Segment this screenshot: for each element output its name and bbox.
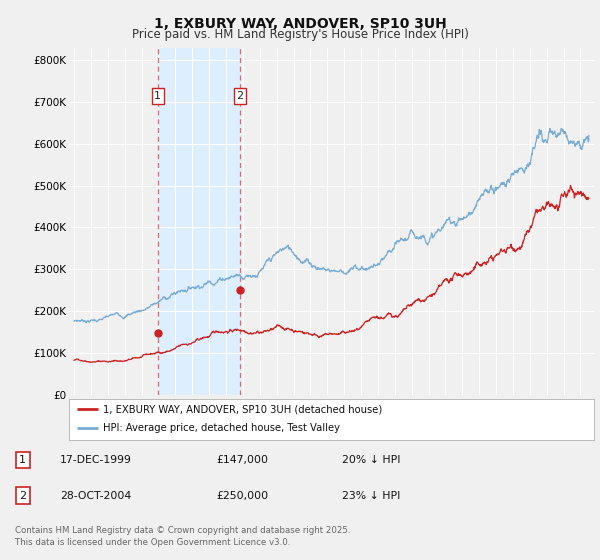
Text: 2: 2 [19,491,26,501]
Text: Contains HM Land Registry data © Crown copyright and database right 2025.
This d: Contains HM Land Registry data © Crown c… [15,526,350,547]
Text: Price paid vs. HM Land Registry's House Price Index (HPI): Price paid vs. HM Land Registry's House … [131,28,469,41]
Text: 2: 2 [236,91,244,101]
Text: 23% ↓ HPI: 23% ↓ HPI [342,491,400,501]
Text: HPI: Average price, detached house, Test Valley: HPI: Average price, detached house, Test… [103,423,340,433]
Text: 28-OCT-2004: 28-OCT-2004 [60,491,131,501]
Text: 1, EXBURY WAY, ANDOVER, SP10 3UH (detached house): 1, EXBURY WAY, ANDOVER, SP10 3UH (detach… [103,404,382,414]
Text: 1: 1 [154,91,161,101]
Text: 20% ↓ HPI: 20% ↓ HPI [342,455,401,465]
Text: 1, EXBURY WAY, ANDOVER, SP10 3UH: 1, EXBURY WAY, ANDOVER, SP10 3UH [154,17,446,31]
Bar [158,48,240,395]
Text: £147,000: £147,000 [216,455,268,465]
Text: 17-DEC-1999: 17-DEC-1999 [60,455,132,465]
Text: £250,000: £250,000 [216,491,268,501]
Text: 1: 1 [19,455,26,465]
